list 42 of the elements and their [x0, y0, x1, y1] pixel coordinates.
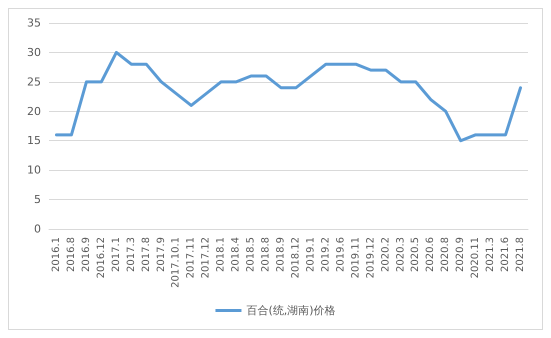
y-tick-label: 10	[27, 164, 41, 177]
y-tick-label: 15	[27, 134, 41, 148]
x-tick-label: 2018.8	[260, 237, 272, 272]
x-tick-label: 2017.10.1	[170, 237, 182, 288]
x-tick-label: 2018.1	[216, 237, 227, 272]
x-tick-label: 2016.9	[80, 237, 92, 272]
x-tick-label: 2021.8	[515, 237, 526, 272]
y-tick-label: 5	[34, 193, 41, 206]
x-tick-label: 2019.2	[320, 237, 332, 272]
x-tick-label: 2019.11	[350, 237, 362, 278]
x-tick-label: 2017.3	[126, 237, 137, 272]
x-tick-label: 2017.12	[200, 237, 212, 278]
x-tick-label: 2021.3	[485, 237, 496, 272]
x-tick-label: 2017.8	[140, 237, 152, 272]
x-tick-label: 2017.1	[110, 237, 122, 272]
y-tick-label: 35	[27, 16, 41, 30]
x-tick-label: 2017.11	[186, 237, 197, 278]
line-series	[54, 50, 522, 142]
x-tick-label: 2016.12	[96, 237, 107, 278]
y-tick-label: 25	[27, 75, 41, 88]
x-tick-label: 2020.6	[425, 237, 436, 272]
y-tick-label: 20	[27, 104, 41, 118]
y-tick-label: 0	[34, 222, 41, 236]
x-tick-label: 2016.8	[66, 237, 77, 272]
x-tick-label: 2018.4	[230, 237, 242, 272]
x-tick-label: 2018.9	[276, 237, 287, 272]
x-tick-label: 2019.6	[335, 237, 346, 272]
x-tick-label: 2020.8	[440, 237, 452, 272]
x-tick-label: 2018.5	[246, 237, 257, 272]
x-tick-label: 2019.1	[305, 237, 316, 272]
x-tick-label: 2020.11	[470, 237, 482, 278]
x-tick-label: 2020.5	[410, 237, 422, 272]
x-tick-label: 2020.3	[395, 237, 406, 272]
legend-label: 百合(统,湖南)价格	[246, 304, 336, 317]
x-tick-label: 2020.2	[380, 237, 392, 272]
x-tick-label: 2021.6	[500, 237, 512, 272]
x-tick-label: 2017.9	[156, 237, 167, 272]
x-tick-label: 2018.12	[290, 237, 302, 278]
x-tick-label: 2019.12	[365, 237, 376, 278]
y-tick-label: 30	[27, 46, 41, 59]
x-tick-label: 2016.1	[50, 237, 62, 272]
x-tick-label: 2020.9	[455, 237, 466, 272]
